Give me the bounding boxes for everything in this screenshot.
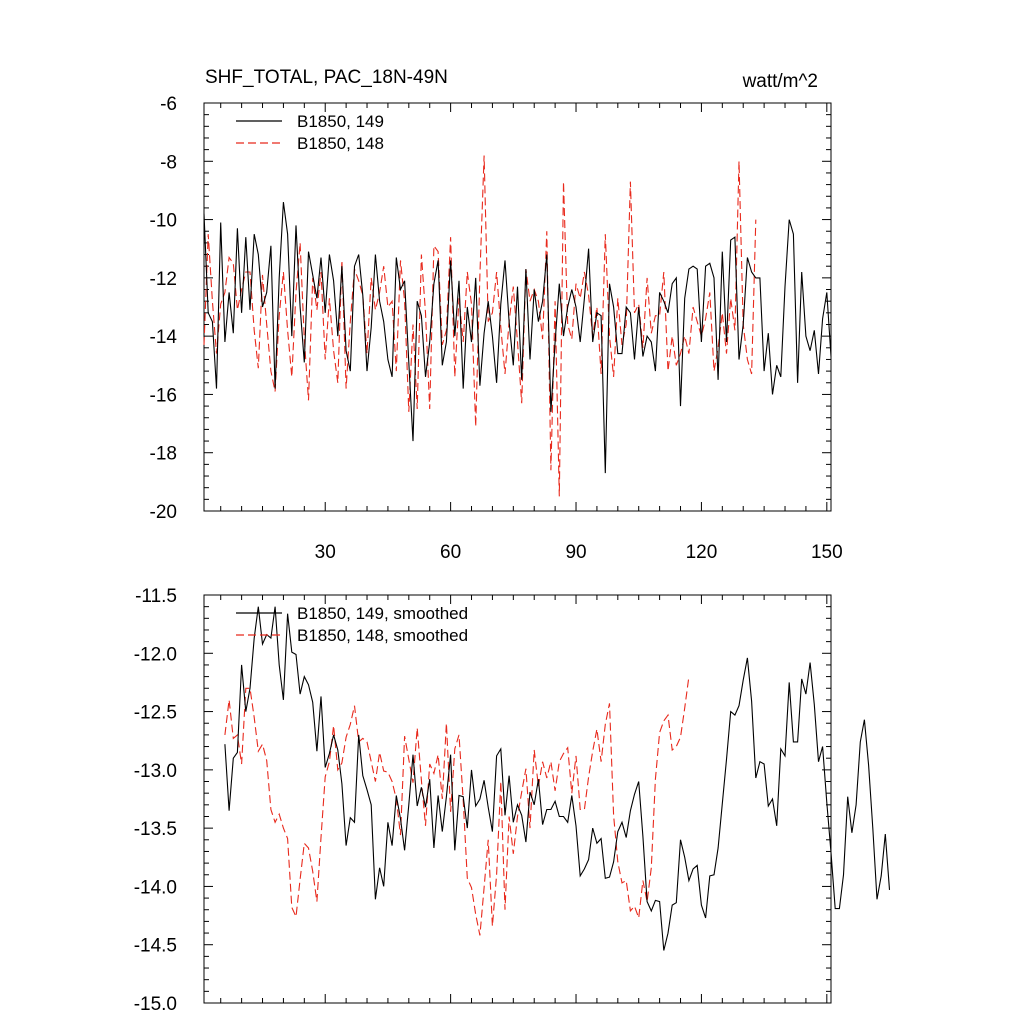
y-tick-label: -14 — [150, 327, 178, 348]
plot-frame — [203, 594, 832, 1004]
plot-frame — [203, 102, 832, 512]
top-panel: -6 -8 -10 -12 -14 -16 -18 -20 30 60 90 120 150 B1850,… — [150, 94, 843, 563]
y-tick-label: -8 — [160, 152, 177, 173]
y-tick-label: -6 — [160, 94, 177, 115]
x-tick-label: 30 — [315, 542, 336, 563]
y-tick-label: -10 — [150, 211, 177, 232]
y-tick-label: -12.0 — [134, 644, 177, 665]
series-line-149 — [224, 606, 891, 951]
series-line-148 — [203, 155, 757, 497]
y-tick-label: -14.5 — [134, 936, 177, 957]
y-tick-label: -15.0 — [134, 994, 177, 1015]
y-tick-label: -18 — [150, 444, 177, 465]
legend-label: B1850, 148 — [297, 134, 384, 153]
x-tick-label: 150 — [811, 542, 843, 563]
y-tick-label: -13.5 — [134, 819, 177, 840]
x-tick-label: 90 — [565, 542, 586, 563]
y-tick-label: -20 — [150, 502, 177, 523]
series-line-149 — [203, 202, 832, 474]
series-line-148 — [224, 676, 690, 936]
legend-label: B1850, 149 — [297, 112, 384, 131]
bottom-panel: -11.5 -12.0 -12.5 -13.0 -13.5 -14.0 -14.5 -15.0… — [134, 586, 891, 1015]
y-tick-label: -16 — [150, 385, 177, 406]
y-tick-label: -12 — [150, 269, 177, 290]
legend-label: B1850, 149, smoothed — [297, 604, 468, 623]
y-tick-label: -12.5 — [134, 703, 177, 724]
units-label: watt/m^2 — [742, 71, 818, 92]
x-tick-label: 120 — [686, 542, 718, 563]
y-tick-label: -14.0 — [134, 877, 177, 898]
legend-label: B1850, 148, smoothed — [297, 626, 468, 645]
y-tick-label: -11.5 — [135, 586, 177, 607]
chart-title: SHF_TOTAL, PAC_18N-49N — [205, 67, 448, 88]
x-tick-label: 60 — [440, 542, 461, 563]
y-tick-label: -13.0 — [134, 761, 177, 782]
